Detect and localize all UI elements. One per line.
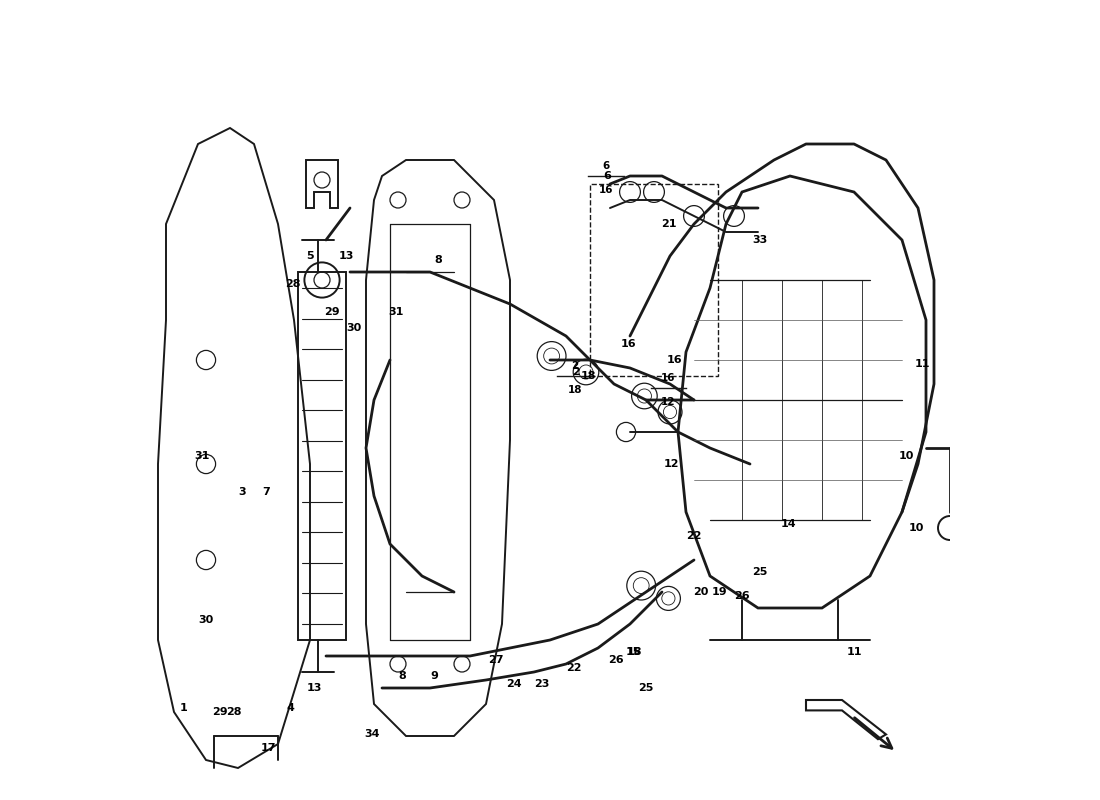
Text: 12: 12 — [661, 398, 675, 407]
Text: 13: 13 — [339, 251, 354, 261]
Text: 31: 31 — [195, 451, 210, 461]
Text: 16: 16 — [598, 186, 614, 195]
Text: 7: 7 — [262, 487, 270, 497]
Text: 14: 14 — [781, 519, 796, 529]
Text: 29: 29 — [324, 307, 340, 317]
Text: 16: 16 — [661, 374, 675, 383]
Text: 28: 28 — [285, 279, 300, 289]
Text: 25: 25 — [638, 683, 653, 693]
Text: 24: 24 — [506, 679, 521, 689]
Text: 27: 27 — [488, 655, 504, 665]
Text: 16: 16 — [620, 339, 636, 349]
Text: 3: 3 — [239, 487, 245, 497]
Text: 29: 29 — [212, 707, 228, 717]
Text: 10: 10 — [899, 451, 914, 461]
Text: 30: 30 — [198, 615, 213, 625]
Text: 13: 13 — [306, 683, 321, 693]
Text: 17: 17 — [261, 743, 276, 753]
Text: 30: 30 — [346, 323, 362, 333]
Text: 34: 34 — [365, 730, 381, 739]
Text: 15: 15 — [626, 647, 641, 657]
Text: 26: 26 — [608, 655, 624, 665]
Text: 11: 11 — [846, 647, 861, 657]
Text: 2: 2 — [571, 362, 579, 371]
Text: 18: 18 — [568, 386, 582, 395]
Text: 5: 5 — [306, 251, 313, 261]
Text: 28: 28 — [227, 707, 242, 717]
Text: 8: 8 — [434, 255, 442, 265]
Text: 11: 11 — [914, 359, 929, 369]
Text: 22: 22 — [686, 531, 702, 541]
Text: 6: 6 — [603, 162, 609, 171]
Text: 23: 23 — [535, 679, 550, 689]
Text: 18: 18 — [626, 647, 641, 657]
Text: 6: 6 — [604, 171, 612, 181]
Text: 20: 20 — [693, 587, 708, 597]
Text: 16: 16 — [667, 355, 682, 365]
Text: 22: 22 — [566, 663, 582, 673]
Text: 25: 25 — [752, 567, 768, 577]
Text: 31: 31 — [388, 307, 404, 317]
Text: 8: 8 — [398, 671, 406, 681]
Text: 19: 19 — [712, 587, 727, 597]
Text: 26: 26 — [734, 591, 750, 601]
Text: 18: 18 — [581, 371, 596, 381]
Text: 33: 33 — [752, 235, 767, 245]
Text: 12: 12 — [664, 459, 680, 469]
Text: 10: 10 — [909, 523, 924, 533]
Text: 9: 9 — [430, 671, 438, 681]
Text: 2: 2 — [572, 367, 580, 377]
Text: 4: 4 — [286, 703, 294, 713]
Text: 21: 21 — [661, 219, 676, 229]
Text: 1: 1 — [179, 703, 187, 713]
